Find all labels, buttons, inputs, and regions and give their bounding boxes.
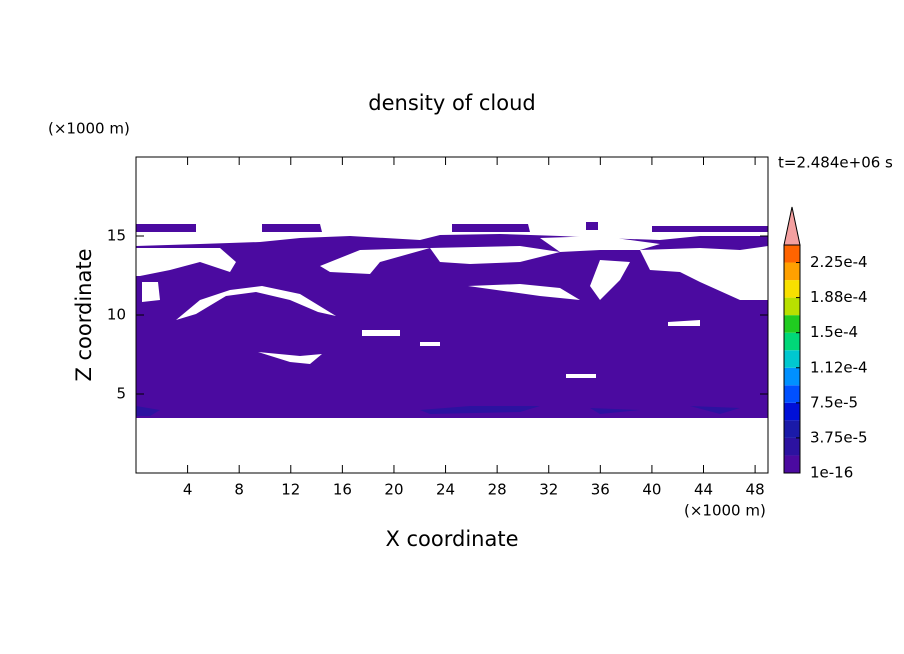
colorbar-bin <box>784 437 800 456</box>
y-tick-label: 15 <box>107 227 126 245</box>
x-tick-label: 28 <box>488 481 507 499</box>
colorbar-tick-label: 1.5e-4 <box>810 323 858 341</box>
x-tick-label: 24 <box>436 481 455 499</box>
chart-title: density of cloud <box>368 91 535 115</box>
x-axis-label: X coordinate <box>385 527 518 551</box>
y-tick-label: 10 <box>107 306 126 324</box>
x-tick-label: 36 <box>591 481 610 499</box>
x-tick-label: 12 <box>281 481 300 499</box>
colorbar-tick-label: 2.25e-4 <box>810 253 868 271</box>
x-tick-label: 48 <box>746 481 765 499</box>
x-unit: (×1000 m) <box>684 502 766 520</box>
x-tick-label: 16 <box>333 481 352 499</box>
colorbar-tick-label: 1.88e-4 <box>810 288 868 306</box>
x-tick-label: 20 <box>384 481 403 499</box>
colorbar-tick-label: 1e-16 <box>810 464 853 482</box>
colorbar-frame <box>783 244 801 474</box>
colorbar-bin <box>784 455 800 473</box>
colorbar-bin <box>784 315 800 333</box>
colorbar-bin <box>784 402 800 421</box>
colorbar-bin <box>784 245 800 263</box>
colorbar-bin <box>784 385 800 403</box>
contour-fill <box>136 406 740 416</box>
x-tick-label: 32 <box>539 481 558 499</box>
contour-gaps <box>136 236 768 473</box>
colorbar-bin <box>784 367 800 386</box>
x-tick-label: 40 <box>642 481 661 499</box>
colorbar-tick-label: 7.5e-5 <box>810 393 858 411</box>
colorbar-tick-label: 1.12e-4 <box>810 358 868 376</box>
colorbar-extend <box>783 206 801 246</box>
time-annotation: t=2.484e+06 s <box>778 154 893 172</box>
x-tick-label: 4 <box>183 481 193 499</box>
colorbar-bin <box>784 350 800 368</box>
colorbar-bin <box>784 280 800 298</box>
x-tick-label: 8 <box>234 481 244 499</box>
x-tick-label: 44 <box>694 481 713 499</box>
y-axis-label: Z coordinate <box>72 248 96 381</box>
colorbar-bin <box>784 332 800 351</box>
colorbar-bin <box>784 262 800 281</box>
colorbar-bin <box>784 420 800 438</box>
colorbar-bin <box>784 297 800 316</box>
contour-field <box>136 222 768 473</box>
y-unit: (×1000 m) <box>48 120 130 138</box>
y-tick-label: 5 <box>116 385 126 403</box>
colorbar-tick-label: 3.75e-5 <box>810 428 868 446</box>
